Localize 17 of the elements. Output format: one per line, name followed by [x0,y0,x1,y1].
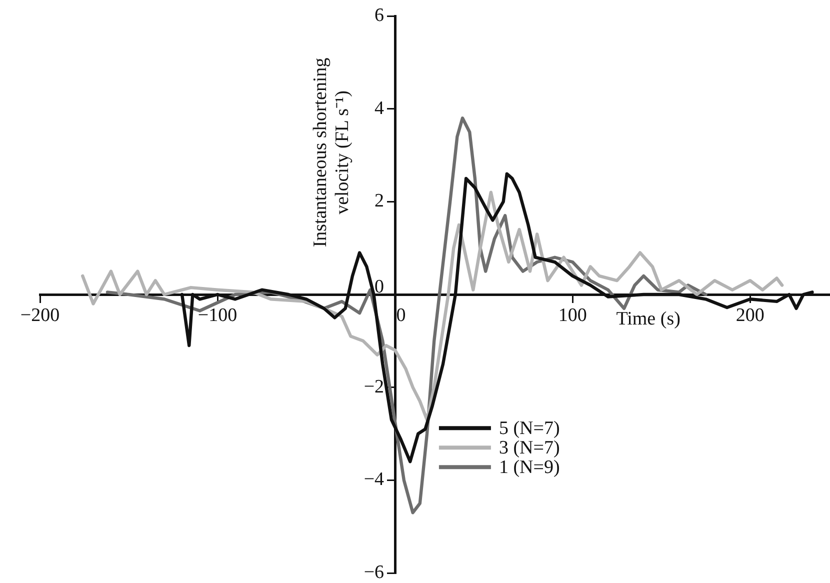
x-axis-title: Time (s) [616,308,680,330]
y-tick-label: 2 [374,190,384,212]
y-tick-label: 6 [374,4,384,26]
x-tick-label: −200 [20,304,60,326]
x-tick-label: 0 [396,304,406,326]
y-tick-label: −4 [364,469,385,490]
y-tick-label: 4 [374,98,385,119]
legend-label: 3 (N=7) [498,438,560,459]
x-tick-label: −100 [198,304,238,326]
legend-label: 5 (N=7) [498,418,560,440]
y-axis-title: Instantaneous shortening velocity (FL s⁻¹) [310,57,354,248]
y-tick-label: 0 [374,276,384,298]
x-tick-label: 200 [736,304,764,326]
y-tick-label: −6 [364,562,384,583]
legend-label: 1 (N=9) [498,457,560,478]
x-tick-label: 100 [558,304,587,326]
y-tick-label: −2 [364,376,384,398]
